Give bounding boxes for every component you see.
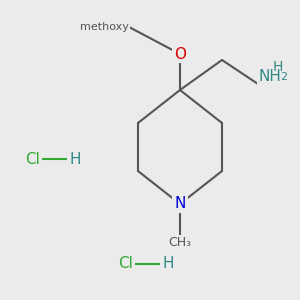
- Text: Cl: Cl: [118, 256, 134, 272]
- Text: Cl: Cl: [26, 152, 40, 166]
- Text: N: N: [174, 196, 186, 211]
- Text: H: H: [162, 256, 174, 272]
- Text: methoxy: methoxy: [80, 22, 129, 32]
- Text: H: H: [69, 152, 81, 166]
- Text: CH₃: CH₃: [168, 236, 192, 250]
- Text: NH: NH: [258, 69, 281, 84]
- Text: O: O: [174, 46, 186, 62]
- Text: 2: 2: [280, 73, 288, 82]
- Text: H: H: [272, 60, 283, 74]
